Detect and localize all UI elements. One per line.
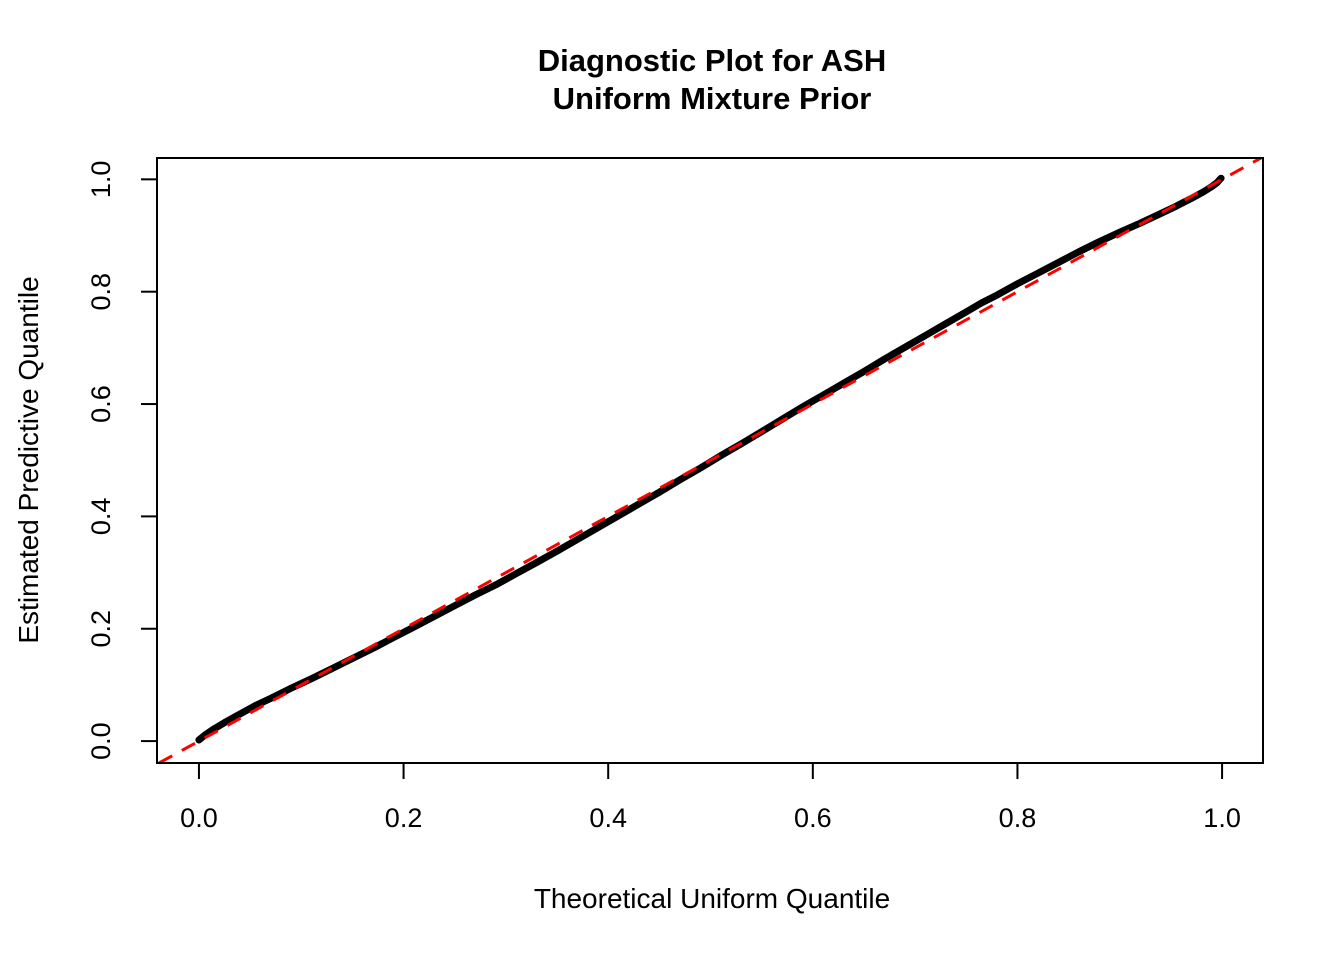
y-tick-label: 0.8 bbox=[86, 273, 116, 311]
y-tick-label: 1.0 bbox=[86, 161, 116, 199]
x-tick-label: 1.0 bbox=[1203, 803, 1241, 833]
x-tick-label: 0.4 bbox=[589, 803, 627, 833]
chart-title-line-1: Diagnostic Plot for ASH bbox=[538, 43, 886, 78]
x-tick-label: 0.6 bbox=[794, 803, 832, 833]
plot-area: 0.0 0.2 0.4 0.6 0.8 1.0 0.0 0.2 0.4 0.6 0.8 1.0 bbox=[86, 156, 1264, 833]
x-axis-title: Theoretical Uniform Quantile bbox=[534, 883, 890, 914]
y-axis-title: Estimated Predictive Quantile bbox=[13, 276, 44, 643]
plot-box bbox=[156, 157, 1264, 764]
chart-title-line-2: Uniform Mixture Prior bbox=[553, 81, 872, 116]
y-tick-label: 0.6 bbox=[86, 385, 116, 423]
x-tick-label: 0.8 bbox=[999, 803, 1037, 833]
x-tick-label: 0.2 bbox=[385, 803, 423, 833]
y-tick-label: 0.2 bbox=[86, 610, 116, 648]
x-tick-label: 0.0 bbox=[180, 803, 218, 833]
y-tick-label: 0.0 bbox=[86, 722, 116, 760]
y-tick-label: 0.4 bbox=[86, 498, 116, 536]
identity-diagonal-reference-line bbox=[158, 156, 1262, 765]
